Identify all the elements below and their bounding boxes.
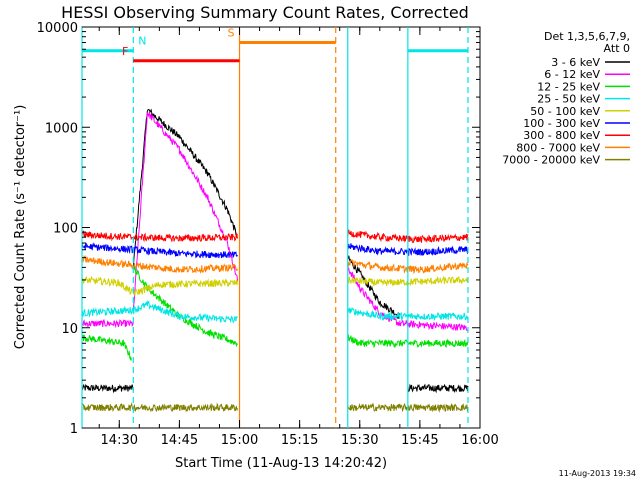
series-line-2-seg-1: [132, 265, 238, 348]
series-line-8-seg-0: [81, 402, 134, 413]
x-tick-label-3: 15:15: [281, 433, 318, 448]
x-tick-label-4: 15:30: [341, 433, 378, 448]
x-tick-label-2: 15:00: [221, 433, 258, 448]
legend-header-line1: Det 1,3,5,6,7,9,: [544, 30, 630, 43]
x-tick-label-6: 16:00: [461, 433, 498, 448]
legend-label-0: 3 - 6 keV: [551, 56, 600, 69]
x-tick-label-1: 14:45: [161, 433, 198, 448]
legend-label-7: 800 - 7000 keV: [516, 141, 600, 154]
legend-label-5: 100 - 300 keV: [523, 117, 600, 130]
axes-layer: 14:30 14:45 15:00 15:15 15:30 15:45 16:00 1 10 10…: [37, 21, 499, 448]
series-line-2-seg-0: [81, 334, 132, 361]
series-line-6-seg-0: [81, 230, 238, 243]
flag-label-N: N: [138, 35, 146, 48]
plot-content: NF S: [81, 27, 469, 428]
series-line-0-seg-3: [407, 383, 469, 394]
series-line-1-seg-2: [347, 264, 469, 332]
legend-label-4: 50 - 100 keV: [530, 105, 600, 118]
series-line-2-seg-2: [347, 334, 469, 349]
y-tick-label-2: 100: [53, 222, 78, 237]
x-tick-label-0: 14:30: [101, 433, 138, 448]
series-line-8-seg-1: [132, 402, 238, 413]
y-tick-label-0: 1: [70, 422, 78, 437]
series-line-1-seg-1: [132, 111, 238, 310]
series-line-0-seg-1: [132, 108, 238, 267]
series-line-8-seg-3: [407, 403, 469, 413]
legend-label-1: 6 - 12 keV: [544, 68, 600, 81]
legend-label-2: 12 - 25 keV: [537, 80, 600, 93]
y-tick-label-3: 1000: [45, 121, 78, 136]
legend-header-line2: Att 0: [604, 42, 630, 55]
legend-label-3: 25 - 50 keV: [537, 93, 600, 106]
plot-frame: [81, 26, 481, 429]
flag-label-S: S: [228, 27, 235, 40]
chart-title: HESSI Observing Summary Count Rates, Cor…: [61, 3, 469, 22]
timestamp: 11-Aug-2013 19:34: [559, 469, 636, 478]
series-line-0-seg-0: [81, 383, 134, 394]
series-line-4-seg-0: [81, 275, 238, 296]
legend-label-6: 300 - 800 keV: [523, 129, 600, 142]
series-line-5-seg-0: [81, 242, 238, 259]
x-axis-label: Start Time (11-Aug-13 14:20:42): [175, 456, 387, 471]
y-tick-label-1: 10: [61, 322, 78, 337]
series-line-8-seg-2: [347, 402, 409, 413]
y-axis-label: Corrected Count Rate (s⁻¹ detector⁻¹): [13, 105, 28, 350]
y-tick-label-4: 10000: [37, 21, 78, 36]
flag-label-F: F: [122, 45, 128, 58]
series-line-0-seg-2: [347, 255, 401, 320]
series-line-1-seg-0: [82, 318, 134, 329]
series-line-3-seg-0: [81, 299, 238, 324]
x-tick-label-5: 15:45: [401, 433, 438, 448]
series-line-7-seg-0: [81, 254, 238, 275]
legend-label-8: 7000 - 20000 keV: [502, 154, 600, 167]
